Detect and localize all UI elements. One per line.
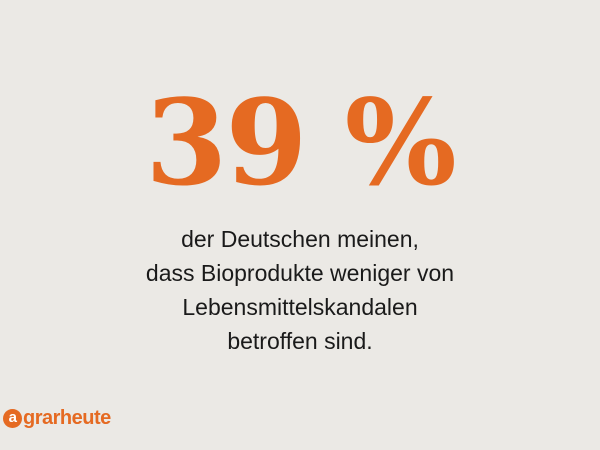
stat-container: 39 % (0, 78, 600, 208)
statement-caption: der Deutschen meinen, dass Bioprodukte w… (0, 222, 600, 358)
caption-line-2: dass Bioprodukte weniger von (145, 260, 455, 286)
logo-wordmark: grarheute (23, 406, 111, 429)
percentage-value: 39 % (145, 73, 456, 212)
agrarheute-logo: a grarheute (3, 406, 111, 430)
caption-line-1: der Deutschen meinen, (181, 226, 419, 252)
caption-line-3: Lebensmittelskandalen (182, 294, 418, 320)
logo-circle-a-icon: a (3, 408, 22, 428)
caption-line-4: betroffen sind. (227, 328, 373, 354)
